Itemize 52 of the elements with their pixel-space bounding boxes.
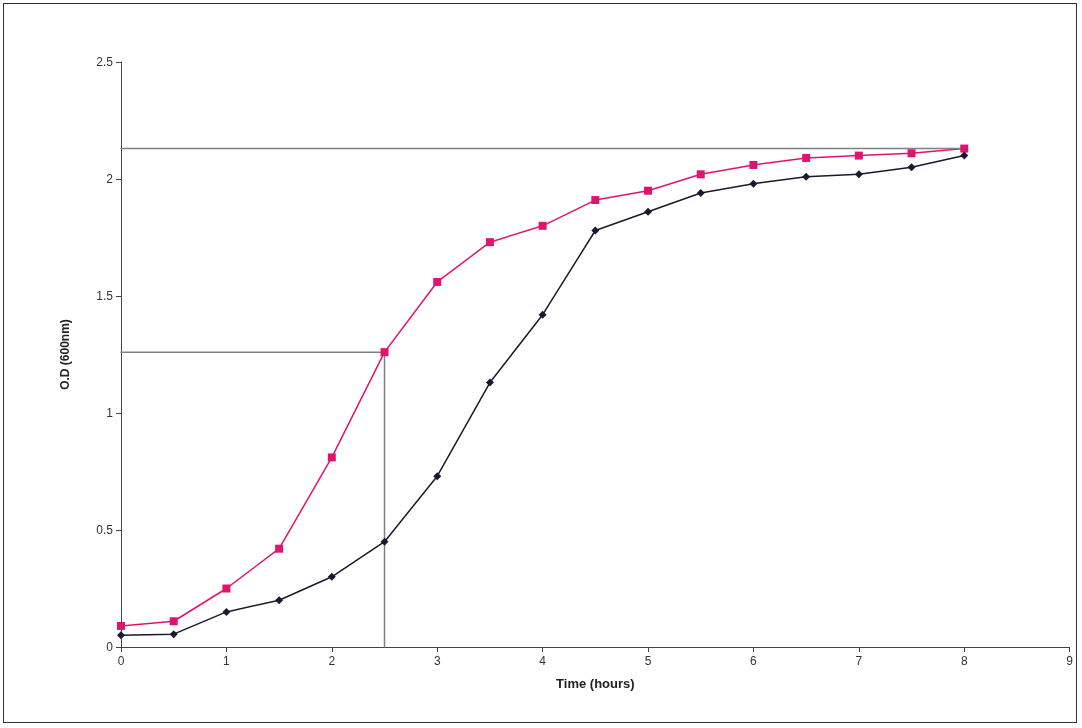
point bbox=[485, 238, 494, 247]
point bbox=[907, 149, 916, 158]
point bbox=[960, 144, 969, 153]
y-tick-label: 2.5 bbox=[96, 55, 114, 69]
y-tick-label: 1.5 bbox=[96, 289, 114, 303]
point bbox=[117, 621, 125, 630]
x-tick-label: 1 bbox=[223, 654, 231, 668]
point bbox=[854, 170, 863, 179]
y-tick-label: 0 bbox=[106, 640, 114, 654]
point bbox=[644, 207, 653, 216]
x-tick-label: 4 bbox=[539, 654, 547, 668]
point bbox=[380, 348, 389, 357]
point bbox=[802, 172, 811, 181]
point bbox=[275, 596, 284, 605]
point bbox=[907, 163, 916, 172]
point bbox=[749, 160, 758, 169]
point bbox=[960, 151, 969, 160]
point bbox=[854, 151, 863, 160]
y-tick-label: 2 bbox=[106, 172, 114, 186]
point bbox=[433, 472, 442, 481]
x-axis-title: Time (hours) bbox=[556, 676, 635, 691]
point bbox=[222, 607, 231, 616]
point bbox=[327, 453, 336, 462]
point bbox=[538, 310, 547, 319]
x-tick-label: 5 bbox=[644, 654, 652, 668]
y-axis-title: O.D (600nm) bbox=[58, 319, 72, 390]
point bbox=[591, 196, 600, 205]
x-tick-label: 0 bbox=[117, 654, 125, 668]
x-tick-label: 9 bbox=[1066, 654, 1074, 668]
point bbox=[380, 537, 389, 546]
point bbox=[169, 617, 178, 626]
y-tick-label: 0.5 bbox=[96, 523, 114, 537]
point bbox=[538, 221, 547, 230]
point bbox=[433, 277, 442, 286]
x-tick-label: 8 bbox=[960, 654, 968, 668]
point bbox=[275, 544, 284, 553]
y-tick-label: 1 bbox=[106, 406, 114, 420]
x-tick-label: 6 bbox=[750, 654, 758, 668]
point bbox=[327, 572, 336, 581]
point bbox=[696, 170, 705, 179]
point bbox=[696, 189, 705, 198]
point bbox=[117, 631, 125, 640]
point bbox=[485, 378, 494, 387]
point bbox=[802, 153, 811, 162]
point bbox=[749, 179, 758, 188]
x-tick-label: 3 bbox=[433, 654, 441, 668]
point bbox=[591, 226, 600, 235]
x-tick-label: 2 bbox=[328, 654, 336, 668]
x-tick-label: 7 bbox=[855, 654, 863, 668]
point bbox=[222, 584, 231, 593]
point bbox=[644, 186, 653, 195]
point bbox=[169, 630, 178, 639]
